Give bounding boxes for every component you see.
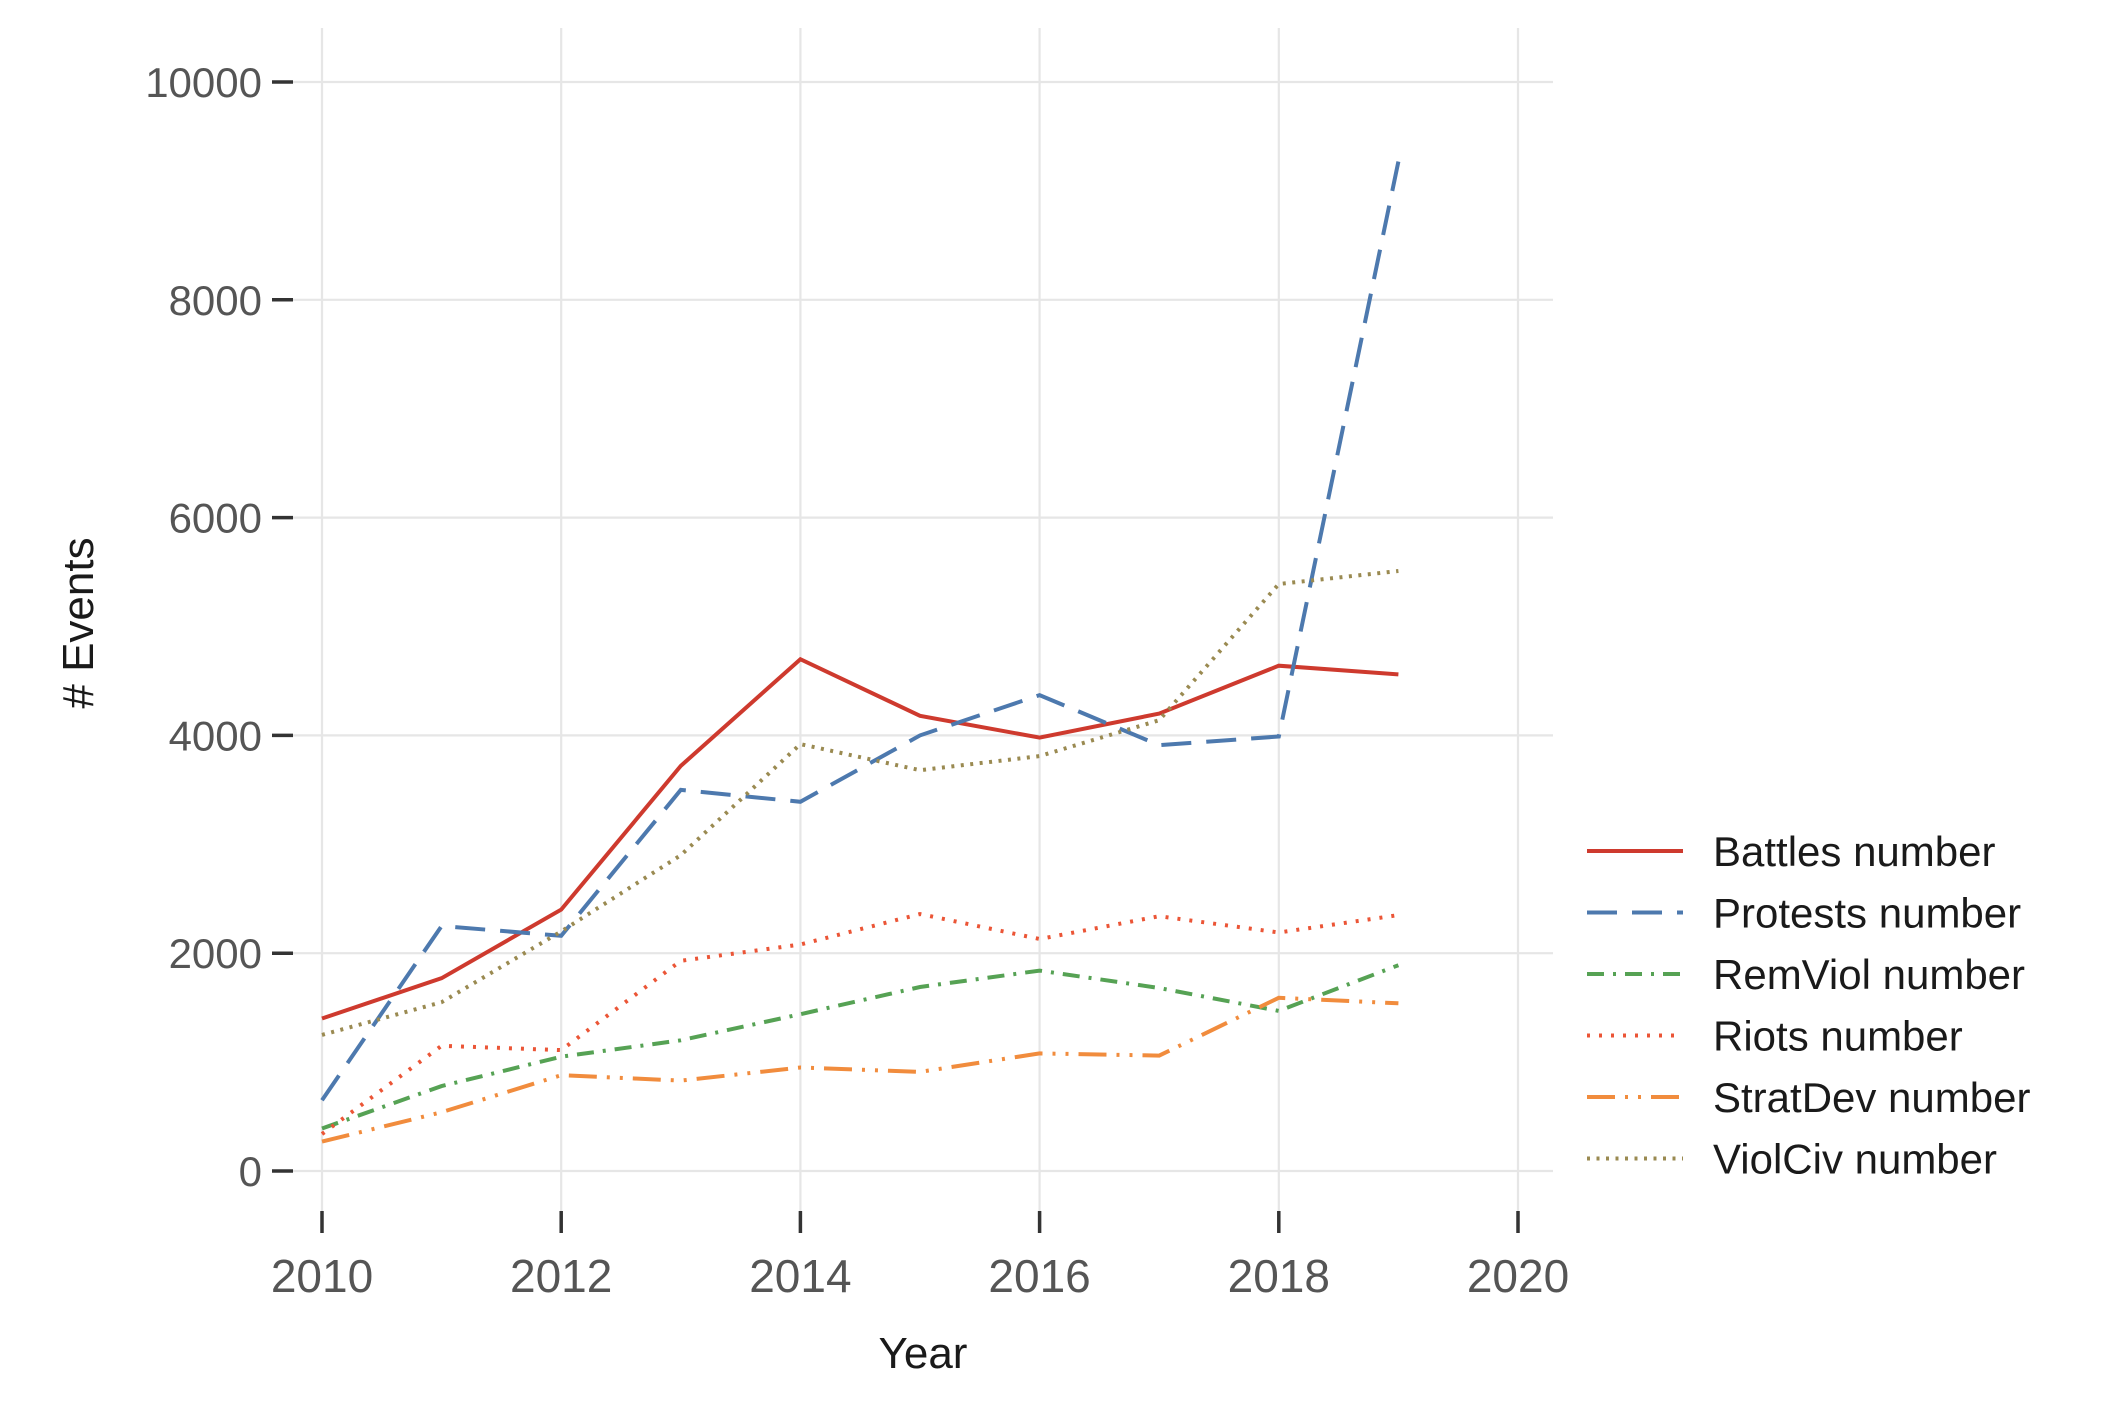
line-remviol-number [321,963,1400,1131]
y-tick-label-10000: 10000 [145,59,262,106]
x-tick-label-2018: 2018 [1228,1250,1330,1302]
x-tick-label-2020: 2020 [1467,1250,1569,1302]
y-tick-label-6000: 6000 [169,495,262,542]
line-violciv-number [321,569,1399,1037]
x-tick-label-2016: 2016 [988,1250,1090,1302]
legend-item-remviol-number: RemViol number [1587,951,2025,998]
legend-item-violciv-number: ViolCiv number [1587,1136,1997,1183]
series-lines [320,161,1401,1144]
gridlines [293,28,1553,1211]
line-battles-number [321,656,1399,1021]
x-tick-label-2012: 2012 [510,1250,612,1302]
y-tick-label-4000: 4000 [169,712,262,759]
legend-label: StratDev number [1713,1074,2030,1121]
legend-label: Riots number [1713,1013,1963,1060]
x-axis-title: Year [879,1329,968,1378]
legend-label: ViolCiv number [1713,1136,1997,1183]
line-stratdev-number [321,995,1399,1144]
y-axis-title: # Events [54,537,103,708]
legend-item-battles-number: Battles number [1587,828,1995,875]
axis-tick-labels: 2010 2012 2014 2016 2018 2020 0 2000 4000 6000 800… [145,59,1569,1302]
x-tick-label-2014: 2014 [749,1250,851,1302]
axis-ticks [272,80,1520,1233]
legend-item-protests-number: Protests number [1587,890,2021,937]
legend: Battles number Protests number RemViol num… [1587,828,2030,1183]
legend-label: RemViol number [1713,951,2025,998]
legend-item-riots-number: Riots number [1587,1013,1963,1060]
y-tick-label-0: 0 [239,1148,262,1195]
x-tick-label-2010: 2010 [271,1250,373,1302]
legend-label: Battles number [1713,828,1995,875]
legend-item-stratdev-number: StratDev number [1587,1074,2030,1121]
line-protests-number [320,161,1401,1102]
y-tick-label-2000: 2000 [169,930,262,977]
legend-label: Protests number [1713,890,2021,937]
y-tick-label-8000: 8000 [169,277,262,324]
